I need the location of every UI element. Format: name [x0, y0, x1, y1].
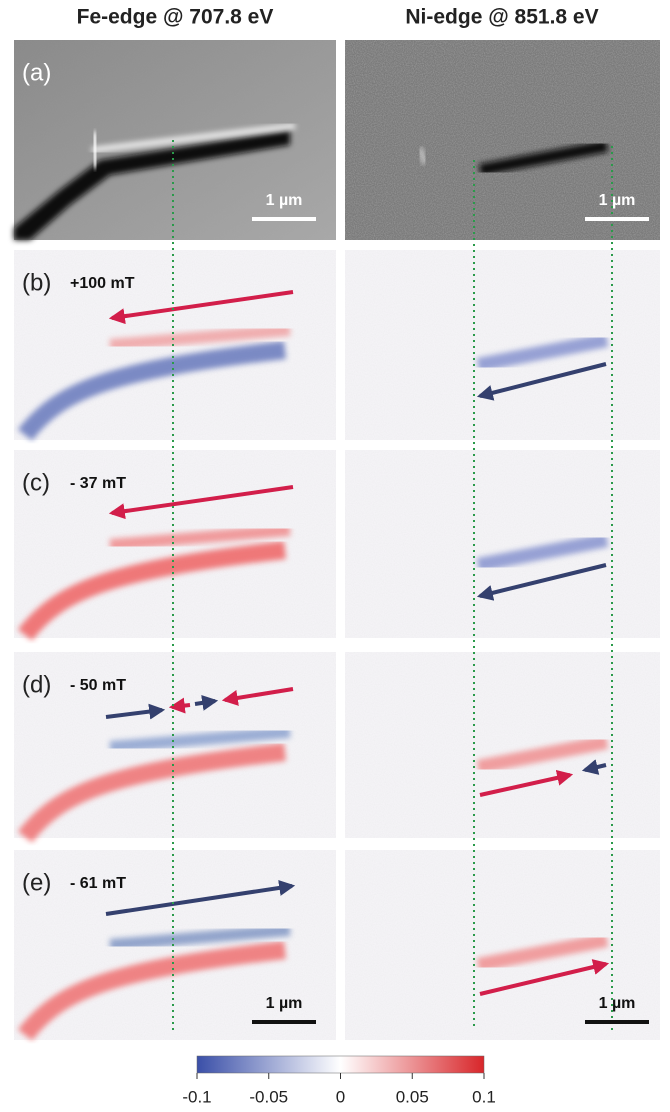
- fe-stripe: [109, 726, 291, 753]
- column-title: Fe-edge @ 707.8 eV: [77, 6, 274, 29]
- fe-stripe: [17, 341, 287, 441]
- arrow: [581, 759, 607, 775]
- panels: (a) (b) +100 mT (c) - 37 mT (d) - 50 mT (e) - 61…: [14, 40, 660, 1106]
- colorbar-tick-label: -0.05: [249, 1087, 288, 1106]
- fe-stripe: [17, 743, 287, 843]
- panel-label: (d): [22, 671, 51, 698]
- panel-label: (a): [22, 59, 51, 86]
- field-label: - 50 mT: [70, 677, 126, 694]
- colorbar-tick-label: 0.1: [472, 1087, 496, 1106]
- fe-stripe: [109, 524, 291, 551]
- ni-stripe: [476, 533, 609, 572]
- fe-stripe: [109, 924, 291, 951]
- colorbar-tick-label: -0.1: [182, 1087, 211, 1106]
- fe-stripe: [109, 324, 291, 351]
- scale-bar-label: 1 µm: [599, 192, 636, 209]
- arrow: [479, 959, 610, 996]
- panel-label: (e): [22, 869, 51, 896]
- ni-stripe: [476, 933, 609, 972]
- ni-mark: [418, 147, 427, 165]
- arrow: [479, 769, 574, 797]
- colorbar-tick-label: 0.05: [396, 1087, 429, 1106]
- arrow: [105, 703, 166, 720]
- fe-wire-end: [91, 131, 99, 169]
- arrow: [108, 290, 294, 325]
- fe-wire: [91, 123, 296, 153]
- ni-stripe: [476, 333, 609, 372]
- arrow: [105, 879, 296, 916]
- arrow: [221, 687, 294, 706]
- panel-label: (c): [22, 469, 50, 496]
- noise: [345, 652, 660, 838]
- noise: [345, 40, 660, 240]
- field-label: +100 mT: [70, 275, 135, 292]
- arrow: [476, 563, 607, 601]
- field-label: - 37 mT: [70, 475, 126, 492]
- ni-stripe: [476, 735, 609, 774]
- fe-stripe: [17, 941, 287, 1041]
- ni-wire: [478, 140, 609, 176]
- scale-bar-label: 1 µm: [599, 995, 636, 1012]
- arrow: [476, 362, 607, 401]
- colorbar-tick-label: 0: [336, 1087, 345, 1106]
- arrow: [108, 485, 294, 520]
- column-title: Ni-edge @ 851.8 eV: [405, 6, 598, 29]
- fe-stripe: [17, 541, 287, 641]
- arrow: [194, 694, 219, 711]
- field-label: - 61 mT: [70, 875, 126, 892]
- scale-bar-label: 1 µm: [266, 995, 303, 1012]
- arrow: [168, 697, 191, 714]
- scale-bar-label: 1 µm: [266, 192, 303, 209]
- colorbar: [196, 1055, 485, 1074]
- fe-wire-shadow: [14, 130, 290, 240]
- panel-label: (b): [22, 269, 51, 296]
